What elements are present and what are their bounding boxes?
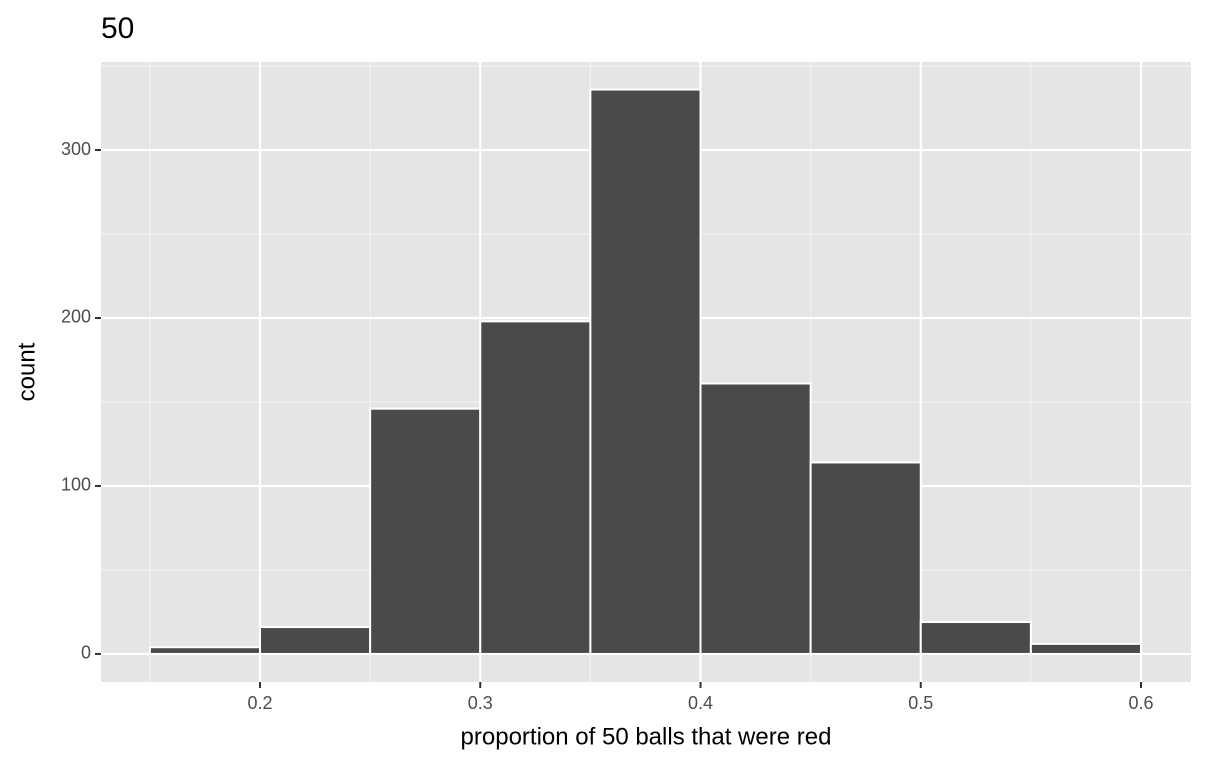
bar [809,461,922,655]
bar [479,320,592,655]
bar [259,626,372,655]
x-tick-label: 0.2 [248,693,273,713]
bar [699,382,812,655]
y-tick-label: 200 [61,307,91,327]
x-tick-label: 0.4 [688,693,713,713]
x-tick-label: 0.3 [468,693,493,713]
bar [589,88,702,655]
x-tick-label: 0.6 [1128,693,1153,713]
y-axis-label: count [13,342,40,401]
bar [369,407,482,655]
bar [1029,642,1143,655]
y-tick-label: 300 [61,139,91,159]
x-axis-label: proportion of 50 balls that were red [461,723,832,750]
bar [919,621,1032,655]
bar [148,646,262,655]
chart-title: 50 [101,12,134,45]
x-tick-label: 0.5 [908,693,933,713]
y-tick-label: 0 [81,643,91,663]
y-tick-label: 100 [61,475,91,495]
